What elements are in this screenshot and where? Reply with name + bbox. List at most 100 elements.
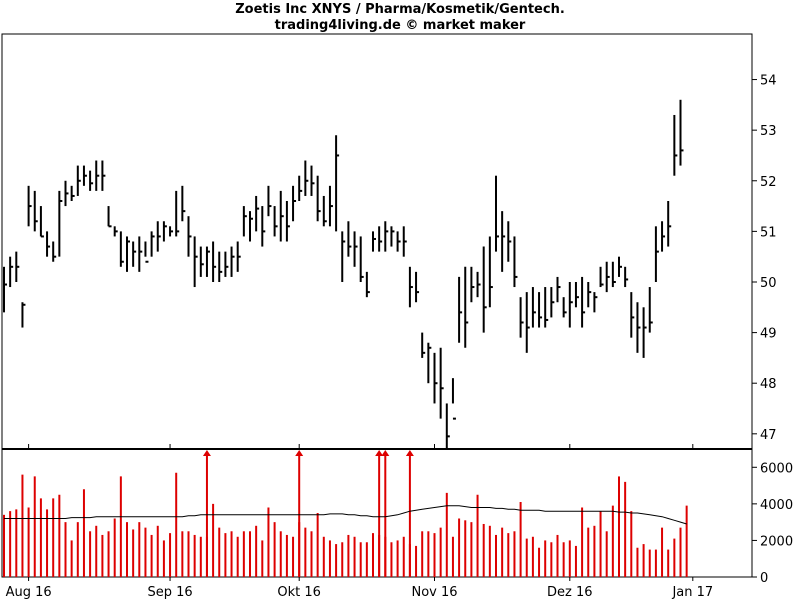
- ohlc-bar: [144, 241, 149, 263]
- price-tick-label: 50: [760, 276, 777, 291]
- ohlc-bar: [292, 185, 297, 222]
- ohlc-bar: [630, 292, 635, 338]
- price-tick-label: 53: [760, 124, 777, 139]
- month-label: Nov 16: [411, 585, 457, 600]
- ohlc-bar: [445, 403, 450, 449]
- ohlc-bar: [476, 271, 481, 298]
- ohlc-bar: [58, 190, 63, 257]
- ohlc-bar: [347, 221, 352, 257]
- ohlc-bar: [599, 266, 604, 288]
- ohlc-bar: [27, 185, 32, 227]
- ohlc-bar: [285, 201, 290, 242]
- ohlc-bar: [439, 347, 444, 419]
- ohlc-bar: [353, 231, 358, 267]
- ohlc-bar: [169, 226, 174, 237]
- ohlc-bar: [550, 287, 555, 318]
- ohlc-bar: [21, 302, 26, 328]
- ohlc-bar: [279, 190, 284, 242]
- ohlc-bar: [101, 160, 106, 191]
- ohlc-bar: [261, 206, 266, 247]
- ohlc-bar: [193, 236, 198, 288]
- month-label: Dez 16: [547, 585, 593, 600]
- ohlc-bar: [15, 251, 20, 282]
- ohlc-bar: [642, 307, 647, 358]
- price-axis: 47 48 49 50 51 52 53 54: [752, 74, 777, 443]
- volume-overflow-arrow: [295, 450, 304, 456]
- ohlc-bar: [95, 160, 100, 191]
- ohlc-bar: [89, 170, 94, 191]
- ohlc-bar: [3, 266, 7, 313]
- ohlc-bar: [46, 231, 51, 257]
- ohlc-bar: [33, 190, 38, 232]
- ohlc-bar: [328, 185, 333, 227]
- ohlc-bar: [421, 332, 426, 358]
- month-label: Okt 16: [277, 585, 321, 600]
- ohlc-bar: [464, 266, 469, 348]
- ohlc-bar: [544, 287, 549, 328]
- ohlc-bar: [593, 292, 598, 313]
- ohlc-bar: [415, 271, 420, 303]
- ohlc-bar: [673, 114, 678, 176]
- ohlc-bar: [611, 261, 616, 288]
- price-bars: [3, 99, 684, 449]
- ohlc-bar: [408, 266, 413, 308]
- ohlc-bar: [359, 236, 364, 282]
- ohlc-bar: [568, 281, 573, 328]
- ohlc-bar: [119, 231, 124, 267]
- ohlc-bar: [64, 180, 69, 207]
- ohlc-bar: [451, 378, 456, 420]
- ohlc-bar: [249, 211, 253, 242]
- ohlc-bar: [82, 165, 87, 186]
- ohlc-bar: [304, 160, 309, 196]
- ohlc-bar: [581, 276, 586, 328]
- ohlc-bar: [322, 195, 327, 227]
- ohlc-bar: [396, 231, 401, 252]
- ohlc-bar: [679, 99, 684, 166]
- ohlc-bar: [76, 165, 81, 196]
- ohlc-bar: [556, 276, 561, 303]
- ohlc-bar: [470, 266, 475, 303]
- ohlc-bar: [433, 352, 438, 404]
- volume-overflow-arrow: [202, 450, 211, 456]
- price-tick-label: 48: [760, 377, 777, 392]
- price-tick-label: 49: [760, 327, 777, 342]
- ohlc-bar: [9, 256, 14, 288]
- ohlc-bar: [648, 287, 653, 333]
- ohlc-bar: [654, 226, 659, 282]
- volume-average-polyline: [4, 505, 687, 525]
- ohlc-bar: [273, 206, 278, 237]
- ohlc-bar: [132, 241, 137, 267]
- ohlc-bar: [267, 185, 272, 217]
- ohlc-bar: [113, 226, 118, 237]
- price-tick-label: 54: [760, 74, 777, 89]
- price-tick-label: 51: [760, 225, 777, 240]
- ohlc-bar: [562, 297, 567, 318]
- ohlc-bar: [187, 216, 192, 257]
- price-tick-label: 47: [760, 428, 777, 443]
- volume-tick-label: 2000: [760, 534, 793, 549]
- month-label: Jan 17: [671, 585, 713, 600]
- ohlc-bar: [661, 221, 666, 252]
- volume-axis: 0 2000 4000 6000: [752, 461, 793, 586]
- ohlc-bar: [242, 206, 247, 237]
- month-label: Aug 16: [6, 585, 52, 600]
- ohlc-bar: [126, 236, 130, 272]
- ohlc-bar: [199, 246, 204, 277]
- volume-overflow-arrow: [375, 450, 384, 456]
- volume-overflow-arrow: [405, 450, 414, 456]
- volume-average-line: [4, 505, 687, 525]
- ohlc-bar: [390, 226, 395, 247]
- ohlc-bar: [667, 201, 672, 247]
- volume-tick-label: 4000: [760, 498, 793, 513]
- ohlc-bar: [52, 241, 57, 262]
- ohlc-bar: [181, 185, 186, 222]
- ohlc-bar: [162, 221, 167, 242]
- ohlc-bar: [335, 135, 340, 232]
- ohlc-bar: [316, 175, 321, 222]
- ohlc-bar: [538, 292, 543, 328]
- ohlc-bar: [605, 261, 610, 293]
- ohlc-bar: [501, 211, 506, 272]
- ohlc-bar: [488, 236, 493, 308]
